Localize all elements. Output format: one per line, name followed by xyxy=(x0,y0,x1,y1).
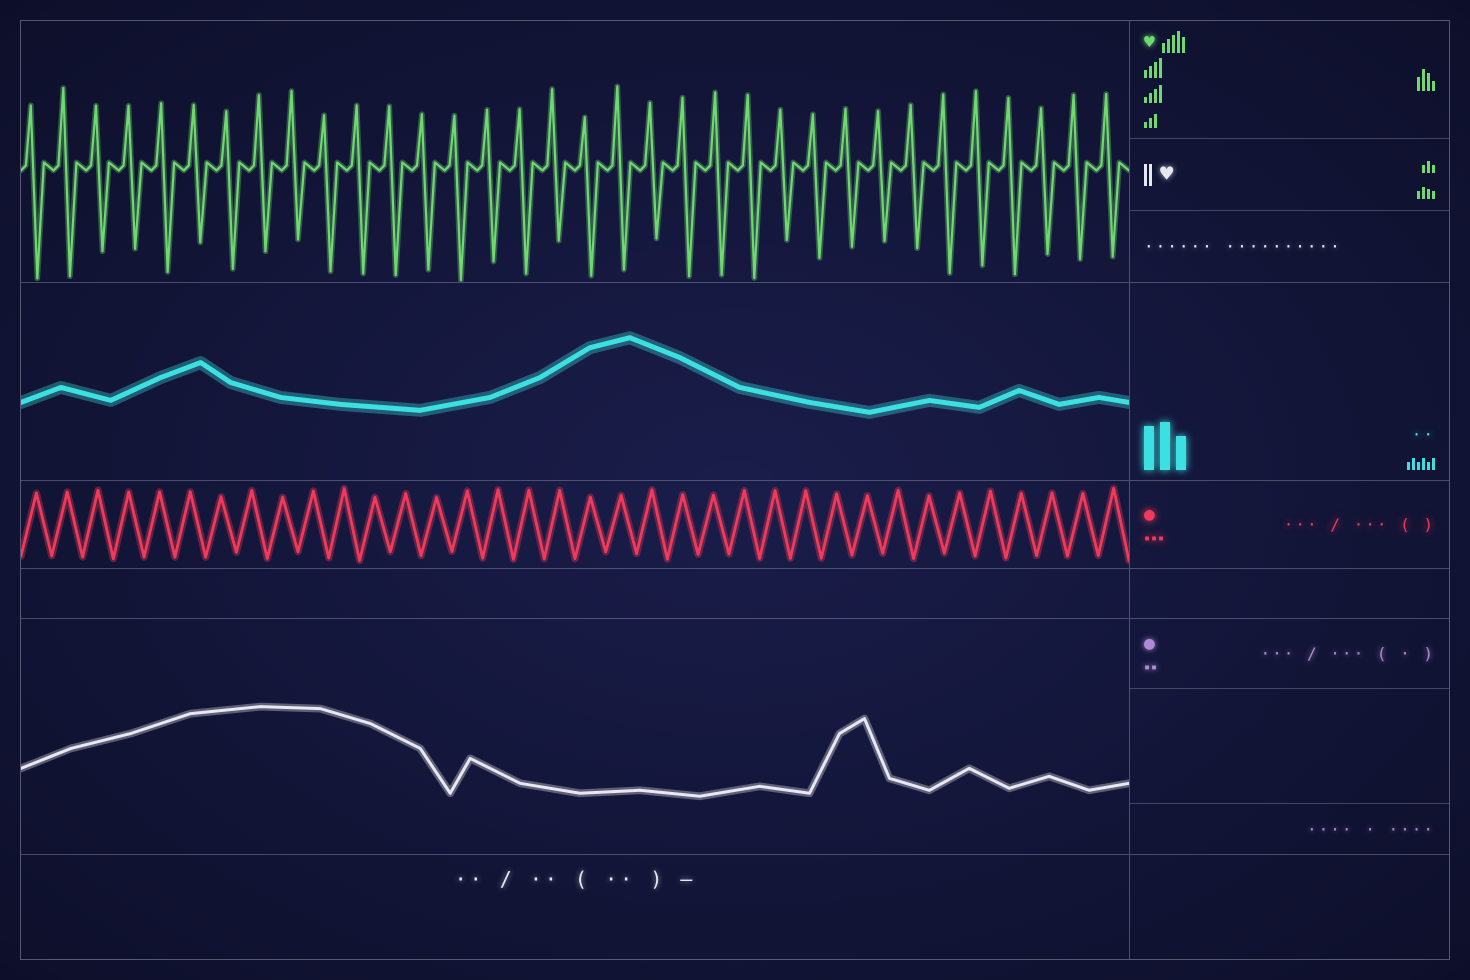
temp-waveform-area xyxy=(21,619,1129,854)
t2-value: ···· · ···· xyxy=(1307,820,1435,839)
t2-readout: ···· · ···· xyxy=(1130,804,1449,854)
ecg-waveform-area xyxy=(21,21,1129,282)
pleth-waveform-area xyxy=(21,283,1129,480)
row-ecg: ♥ ♥ ······ xyxy=(21,21,1449,283)
hr-readout: ♥ xyxy=(1130,21,1449,139)
nibp-readout: ·· xyxy=(1130,283,1449,480)
heart-icon: ♥ xyxy=(1144,32,1156,53)
nibp-bars xyxy=(1144,422,1186,470)
side-panel-top: ♥ ♥ ······ xyxy=(1129,21,1449,282)
resp-waveform xyxy=(21,481,1129,568)
spo2-readout: ♥ xyxy=(1130,139,1449,211)
t1-value: ··· / ··· ( · ) xyxy=(1261,644,1436,663)
bp-readout: ●▪▪▪ ··· / ··· ( ) xyxy=(1130,481,1449,568)
t1-readout: ●▪▪ ··· / ··· ( · ) xyxy=(1130,619,1449,689)
side-panel-bp: ●▪▪▪ ··· / ··· ( ) xyxy=(1129,481,1449,568)
temp-waveform xyxy=(21,619,1129,854)
row-bottom: ·· / ·· ( ·· ) — xyxy=(21,855,1449,959)
heart-icon: ♥ xyxy=(1160,162,1174,187)
alarm-icon: ●▪▪▪ xyxy=(1144,504,1165,546)
row-temp: ●▪▪ ··· / ··· ( · ) ···· · ···· xyxy=(21,619,1449,855)
bp-value: ··· / ··· ( ) xyxy=(1284,515,1435,534)
co2-value: ······ ·········· xyxy=(1144,237,1342,256)
gap-cell xyxy=(1130,689,1449,804)
row-gap1 xyxy=(21,569,1449,619)
bottom-readout-area: ·· / ·· ( ·· ) — xyxy=(21,855,1129,959)
person-icon: ●▪▪ xyxy=(1144,633,1158,675)
ecg-waveform xyxy=(21,21,1129,282)
resp-waveform-area xyxy=(21,481,1129,568)
side-panel-nibp: ·· xyxy=(1129,283,1449,480)
row-resp: ●▪▪▪ ··· / ··· ( ) xyxy=(21,481,1449,569)
bottom-readout-text: ·· / ·· ( ·· ) — xyxy=(455,867,696,891)
pleth-waveform xyxy=(21,283,1129,480)
hr-value xyxy=(1417,69,1435,91)
monitor-screen: ♥ ♥ ······ xyxy=(20,20,1450,960)
co2-readout: ······ ·········· xyxy=(1130,211,1449,282)
side-panel-temp: ●▪▪ ··· / ··· ( · ) ···· · ···· xyxy=(1129,619,1449,854)
row-pleth: ·· xyxy=(21,283,1449,481)
